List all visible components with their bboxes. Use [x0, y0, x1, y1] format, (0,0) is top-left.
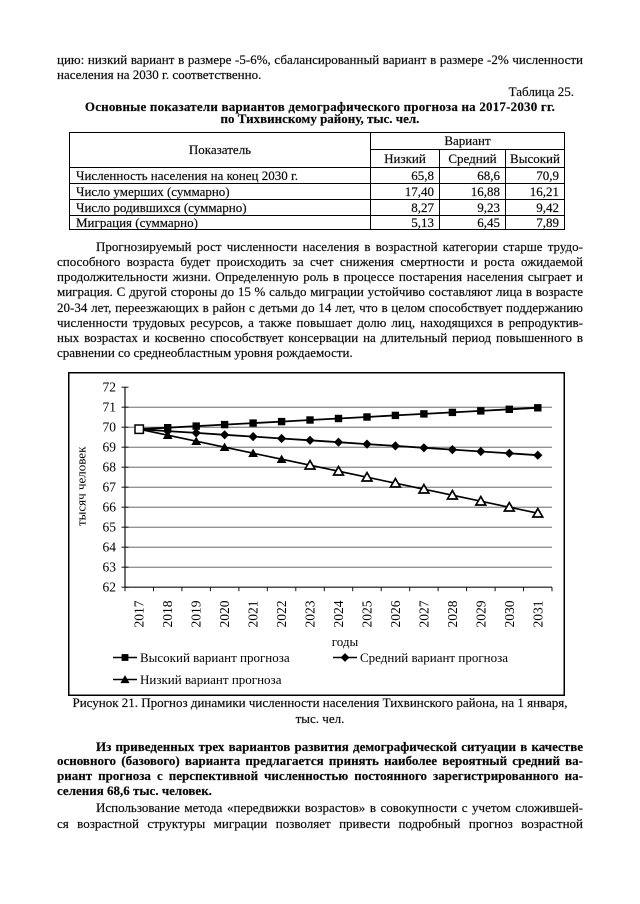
svg-text:2024: 2024 — [331, 600, 346, 627]
svg-text:69: 69 — [103, 440, 117, 455]
svg-text:2023: 2023 — [303, 600, 318, 627]
svg-text:66: 66 — [103, 500, 117, 515]
svg-text:тысяч человек: тысяч человек — [74, 446, 89, 526]
svg-text:2017: 2017 — [132, 600, 147, 627]
svg-text:65: 65 — [103, 520, 117, 535]
svg-text:67: 67 — [103, 480, 117, 495]
svg-text:2027: 2027 — [416, 600, 431, 627]
svg-text:Средний вариант прогноза: Средний вариант прогноза — [360, 650, 508, 665]
svg-text:2028: 2028 — [445, 600, 460, 627]
svg-text:2020: 2020 — [217, 600, 232, 627]
svg-text:2030: 2030 — [502, 600, 517, 627]
svg-text:70: 70 — [103, 420, 117, 435]
svg-text:2018: 2018 — [160, 600, 175, 627]
svg-text:2029: 2029 — [473, 600, 488, 627]
svg-text:Высокий вариант прогноза: Высокий вариант прогноза — [140, 650, 290, 665]
svg-text:72: 72 — [103, 380, 117, 395]
svg-text:62: 62 — [103, 580, 117, 595]
svg-text:годы: годы — [332, 634, 359, 649]
svg-text:Низкий вариант прогноза: Низкий вариант прогноза — [140, 672, 282, 687]
svg-text:2022: 2022 — [274, 601, 289, 628]
svg-text:2021: 2021 — [246, 601, 261, 628]
svg-text:63: 63 — [103, 560, 117, 575]
svg-text:64: 64 — [103, 540, 117, 555]
svg-text:68: 68 — [103, 460, 117, 475]
svg-text:2026: 2026 — [388, 600, 403, 627]
svg-text:71: 71 — [103, 400, 117, 415]
svg-text:2019: 2019 — [189, 600, 204, 627]
svg-text:2025: 2025 — [360, 600, 375, 627]
svg-text:2031: 2031 — [530, 601, 545, 628]
